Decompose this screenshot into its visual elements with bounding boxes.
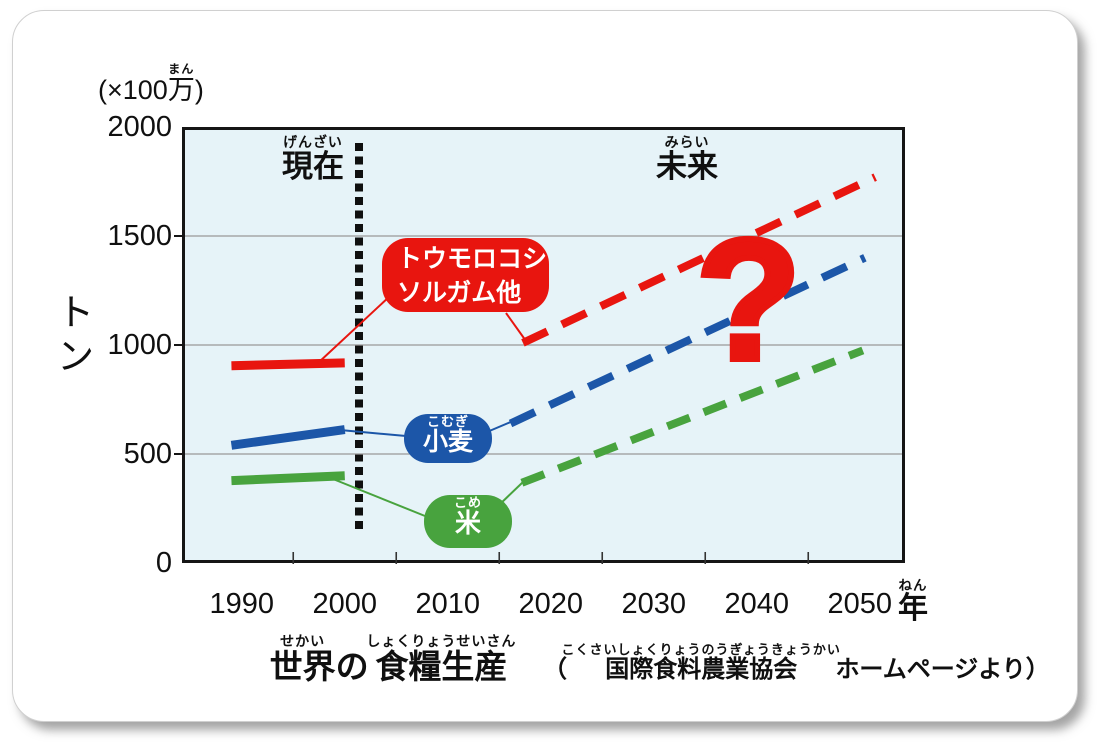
y-axis-unit-label: (×100万まん) — [98, 62, 204, 105]
x-axis-label-2030: 2030 — [621, 588, 686, 620]
y-axis-label-500: 500 — [123, 438, 172, 470]
question-mark-annotation: ? — [693, 204, 804, 396]
callout-corn-line2: ソルガム他 — [397, 279, 522, 307]
y-axis-label-0: 0 — [155, 547, 172, 579]
x-axis-unit-label: 年ねん — [898, 578, 928, 625]
y-axis-label-1000: 1000 — [107, 329, 172, 361]
x-axis-label-1990: 1990 — [209, 588, 274, 620]
callout-corn-sorghum: トウモロコシ ソルガム他 — [382, 238, 549, 312]
y-axis-label-2000: 2000 — [107, 111, 172, 143]
y-axis-title: トン — [50, 292, 92, 380]
y-axis-label-1500: 1500 — [107, 220, 172, 252]
zone-label-present: 現在げんざい — [282, 134, 344, 184]
chart-source: （国際食料農業協会こくさいしょくりょうのうぎょうきょうかいホームページより） — [543, 642, 1050, 683]
x-axis-label-2010: 2010 — [415, 588, 480, 620]
x-axis-label-2020: 2020 — [518, 588, 583, 620]
chart-title: 世界せかいの食糧生産しょくりょうせいさん — [269, 633, 517, 685]
callout-rice: 米こめ — [424, 495, 512, 548]
callout-corn-line1: トウモロコシ — [397, 245, 548, 273]
x-axis-label-2000: 2000 — [312, 588, 377, 620]
callout-wheat: 小麦こむぎ — [404, 414, 492, 463]
present-future-divider-dotted-line — [355, 143, 363, 529]
zone-label-future: 未来みらい — [656, 134, 718, 184]
x-axis-label-2040: 2040 — [724, 588, 789, 620]
x-axis-label-2050: 2050 — [827, 588, 892, 620]
